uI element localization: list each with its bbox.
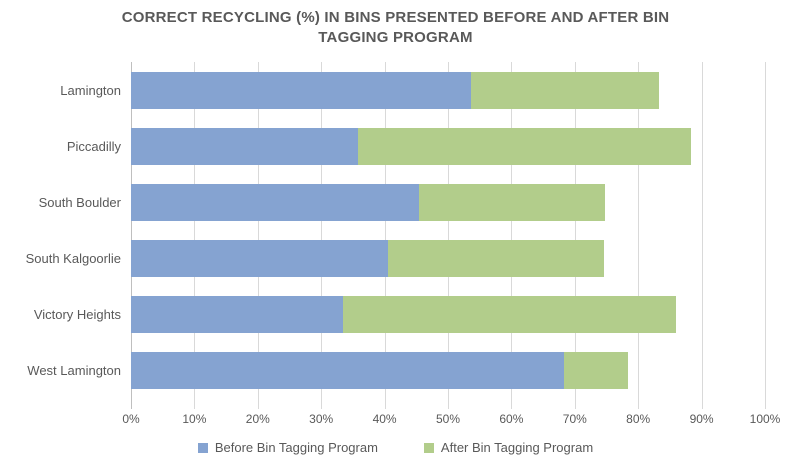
x-tick-label: 40% [372, 412, 397, 426]
bar-row-south-boulder [131, 174, 765, 230]
category-label: South Boulder [38, 194, 121, 210]
bar-segment-before [131, 351, 565, 389]
gridline [701, 62, 703, 409]
bar-segment-after [357, 127, 692, 165]
bar-row-victory-heights [131, 286, 765, 342]
bar-segment-after [470, 71, 660, 109]
x-tick-label: 90% [689, 412, 714, 426]
gridline [638, 62, 640, 409]
chart-legend: Before Bin Tagging Program After Bin Tag… [0, 440, 791, 455]
y-axis-line [131, 62, 132, 409]
stacked-bar [131, 127, 765, 165]
legend-item-after: After Bin Tagging Program [423, 440, 594, 455]
bar-segment-before [131, 239, 389, 277]
legend-item-before: Before Bin Tagging Program [197, 440, 378, 455]
bar-segment-after [388, 239, 604, 277]
gridline [384, 62, 386, 409]
category-label: West Lamington [27, 362, 121, 378]
chart-title: CORRECT RECYCLING (%) IN BINS PRESENTED … [0, 8, 791, 48]
bar-segment-after [419, 183, 606, 221]
stacked-bar [131, 295, 765, 333]
x-tick-label: 80% [626, 412, 651, 426]
bar-segment-before [131, 71, 471, 109]
x-tick-label: 100% [749, 412, 781, 426]
chart-title-line2: TAGGING PROGRAM [318, 29, 473, 46]
gridline [511, 62, 513, 409]
x-tick-label: 70% [562, 412, 587, 426]
x-tick-label: 0% [122, 412, 140, 426]
legend-label-after: After Bin Tagging Program [440, 440, 594, 455]
bar-row-piccadilly [131, 118, 765, 174]
bar-segment-before [131, 295, 343, 333]
x-tick-label: 10% [182, 412, 207, 426]
legend-swatch-before [197, 442, 208, 453]
gridline [765, 62, 766, 409]
stacked-bar [131, 183, 765, 221]
bar-segment-before [131, 183, 420, 221]
gridline [321, 62, 323, 409]
stacked-bar [131, 239, 765, 277]
chart-title-line1: CORRECT RECYCLING (%) IN BINS PRESENTED … [121, 9, 670, 26]
bar-segment-before [131, 127, 358, 165]
x-tick-label: 30% [309, 412, 334, 426]
category-label: Piccadilly [66, 138, 121, 154]
x-axis-tick-labels: 0% 10% 20% 30% 40% 50% 60% 70% 80% 90% 1… [122, 412, 780, 428]
gridline [194, 62, 196, 409]
bar-segment-after [564, 351, 629, 389]
category-label: Victory Heights [33, 306, 121, 322]
bar-segment-after [342, 295, 676, 333]
plot-area [131, 62, 766, 409]
legend-label-before: Before Bin Tagging Program [214, 440, 378, 455]
bar-rows [131, 62, 765, 398]
category-label: Lamington [60, 82, 121, 98]
category-label: South Kalgoorlie [25, 250, 121, 266]
x-tick-label: 50% [435, 412, 461, 426]
y-axis-category-labels: Lamington Piccadilly South Boulder South… [0, 62, 121, 398]
x-tick-label: 20% [245, 412, 270, 426]
gridline [448, 62, 449, 409]
bar-row-south-kalgoorlie [131, 230, 765, 286]
gridline [257, 62, 259, 409]
legend-swatch-after [423, 442, 434, 453]
gridline [574, 62, 576, 409]
stacked-bar [131, 351, 765, 389]
stacked-bar [131, 71, 765, 109]
bar-row-west-lamington [131, 342, 765, 398]
x-tick-label: 60% [499, 412, 524, 426]
bar-row-lamington [131, 62, 765, 118]
